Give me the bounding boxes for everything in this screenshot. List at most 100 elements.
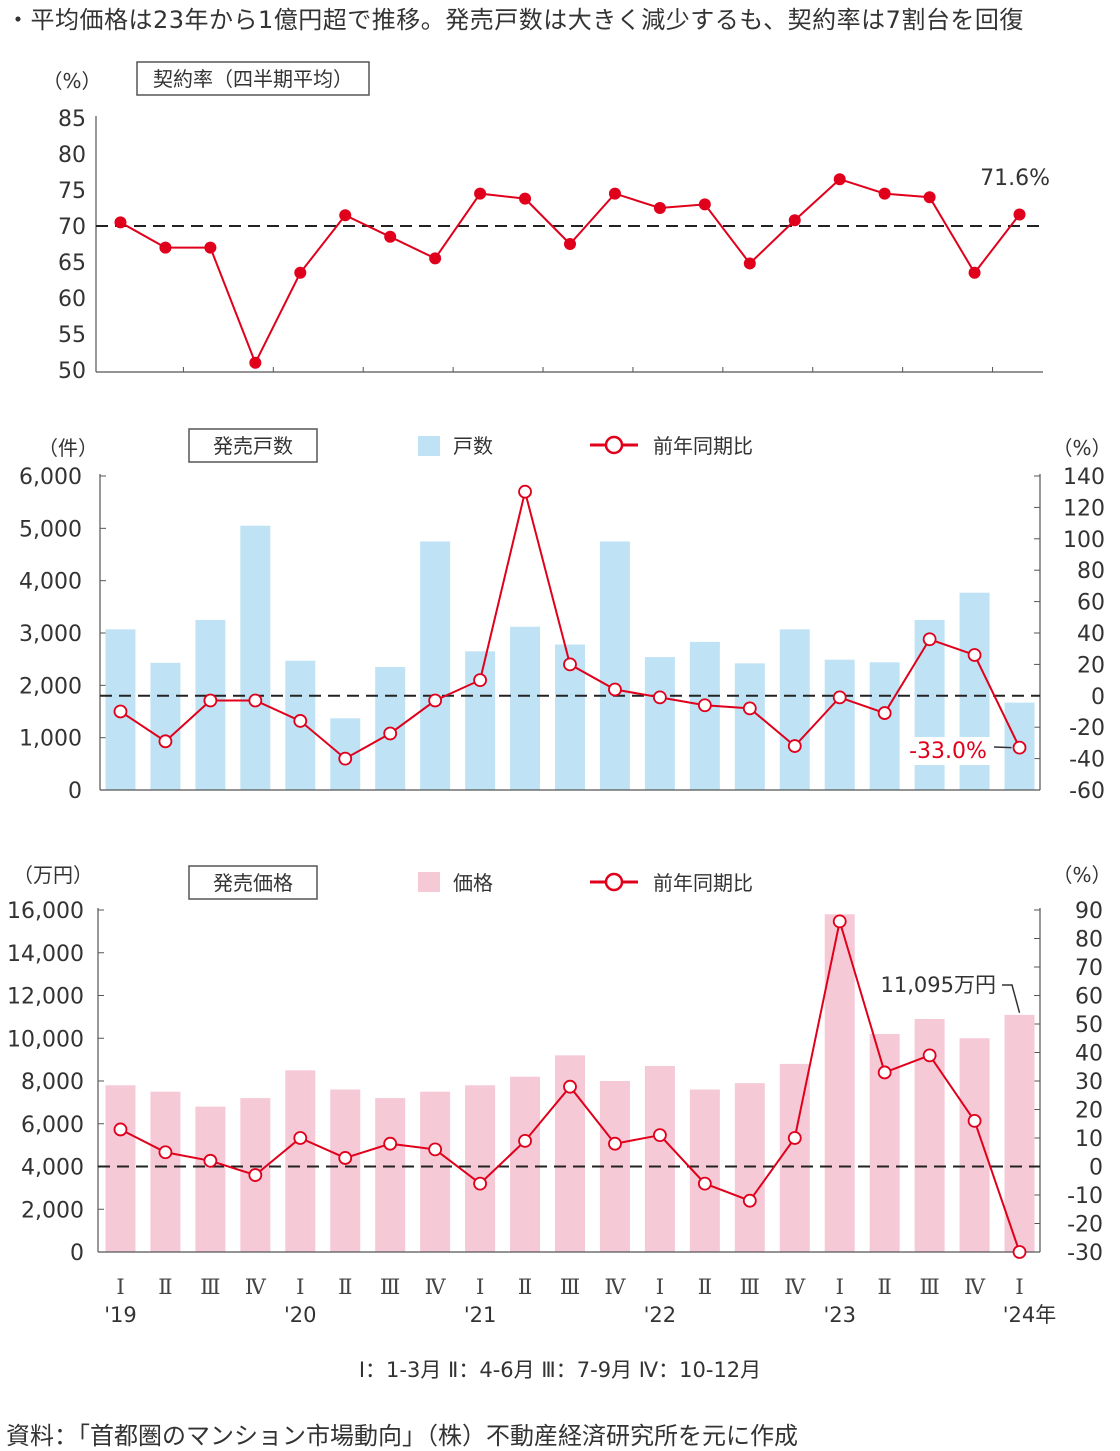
y2-tick-label: -60: [1069, 779, 1105, 804]
y-tick-label: 0: [70, 1241, 84, 1266]
units-bar: [779, 629, 810, 790]
price-bar: [375, 1098, 406, 1252]
yoy-point: [248, 1168, 263, 1182]
x-tick-label-quarter: Ⅲ: [380, 1275, 400, 1299]
yoy-point: [967, 648, 982, 662]
contract-rate-point: [384, 230, 397, 243]
contract-rate-point: [833, 173, 846, 186]
title-box: [136, 61, 370, 96]
price-bar: [285, 1070, 316, 1252]
yoy-point: [832, 914, 847, 929]
yoy-point: [113, 704, 128, 719]
last-value-annotation: 71.6%: [980, 166, 1050, 191]
legend-line-marker: [604, 872, 624, 892]
units-bar: [734, 663, 765, 790]
price-bar: [959, 1038, 990, 1252]
price-bar: [420, 1091, 451, 1252]
price-bar: [644, 1066, 675, 1252]
legend-line-marker: [604, 435, 624, 455]
y2-tick-label: 30: [1075, 1070, 1103, 1095]
y2-tick-label: -30: [1067, 1241, 1103, 1266]
contract-rate-point: [294, 266, 307, 279]
x-tick-label-quarter: Ⅳ: [964, 1275, 986, 1299]
contract-rate-point: [788, 214, 801, 227]
y-tick-label: 70: [58, 215, 86, 240]
y-axis-unit-label: （万円）: [13, 863, 93, 887]
contract-rate-point: [114, 216, 127, 229]
x-tick-label-quarter: Ⅲ: [919, 1275, 939, 1299]
units-bar: [644, 657, 675, 790]
x-tick-label-year: '23: [823, 1303, 856, 1327]
y-axis-unit-label: （件）: [38, 436, 98, 460]
legend-bar-swatch: [418, 872, 440, 892]
last-value-annotation: -33.0%: [909, 739, 987, 764]
x-tick-label-quarter: Ⅳ: [604, 1275, 626, 1299]
contract-rate-point: [429, 252, 442, 265]
price-chart: （万円） （%） 発売価格 価格 前年同期比 0 2,000 4,000 6,000 8,000 1…: [7, 863, 1111, 1266]
y2-tick-label: 40: [1077, 622, 1105, 647]
y-tick-label: 85: [58, 107, 86, 132]
contract-rate-point: [743, 257, 756, 270]
price-bar: [779, 1063, 810, 1252]
chart-title: 契約率（四半期平均）: [153, 67, 353, 91]
y2-tick-label: 80: [1077, 559, 1105, 584]
yoy-point: [832, 690, 847, 705]
contract-rate-point: [698, 198, 711, 211]
y2-tick-label: 60: [1077, 591, 1105, 616]
y-tick-label: 2,000: [19, 674, 82, 699]
yoy-point: [383, 726, 398, 741]
contract-rate-point: [923, 191, 936, 204]
x-tick-label-quarter: Ⅳ: [784, 1275, 806, 1299]
price-bar: [465, 1085, 496, 1252]
yoy-point: [787, 739, 802, 753]
yoy-point: [742, 701, 757, 716]
yoy-point: [922, 632, 937, 647]
price-bar: [150, 1091, 181, 1252]
x-tick-label-quarter: Ⅲ: [200, 1275, 220, 1299]
units-bar: [824, 659, 855, 790]
y2-tick-label: 90: [1075, 899, 1103, 924]
y-tick-label: 10,000: [7, 1027, 84, 1052]
y-tick-label: 1,000: [19, 727, 82, 752]
yoy-point: [653, 690, 667, 705]
contract-rate-point: [204, 241, 217, 254]
y-axis-unit-label: （%）: [42, 69, 101, 93]
x-tick-label-quarter: Ⅰ: [296, 1275, 304, 1299]
yoy-point: [203, 693, 218, 708]
yoy-point: [877, 1065, 892, 1080]
contract-rate-chart: （%） 契約率（四半期平均） 50 55 60 65 70 75 80 85 71.6%: [42, 61, 1050, 384]
legend-line-label: 前年同期比: [653, 434, 753, 458]
contract-rate-point: [878, 187, 891, 200]
y-tick-label: 75: [58, 179, 86, 204]
y-tick-label: 55: [58, 323, 86, 348]
price-bar: [510, 1076, 541, 1252]
y-tick-label: 5,000: [19, 517, 82, 542]
price-bar: [689, 1089, 720, 1252]
x-tick-label-year: '19: [104, 1303, 137, 1327]
y2-tick-label: 120: [1063, 496, 1105, 521]
price-bar: [195, 1106, 226, 1252]
price-bar: [824, 914, 855, 1252]
annotation-leader: [993, 746, 1012, 749]
x-tick-label-quarter: Ⅱ: [698, 1275, 712, 1299]
y-tick-label: 6,000: [21, 1113, 84, 1138]
price-bar: [1004, 1014, 1035, 1252]
contract-rate-point: [968, 266, 981, 279]
units-bar: [869, 662, 900, 790]
annotation-leader: [1002, 984, 1021, 1014]
quarter-note: Ⅰ：1-3月 Ⅱ：4-6月 Ⅲ：7-9月 Ⅳ：10-12月: [358, 1358, 762, 1382]
contract-rate-point: [339, 209, 352, 222]
units-bar: [420, 541, 451, 790]
x-tick-label-quarter: Ⅱ: [338, 1275, 352, 1299]
y2-tick-label: 20: [1077, 653, 1105, 678]
source-note: 資料：「首都圏のマンション市場動向」（株）不動産経済研究所を元に作成: [6, 1422, 798, 1450]
units-bar: [599, 541, 630, 790]
y-tick-label: 12,000: [7, 985, 84, 1010]
x-tick-label-year: '20: [284, 1303, 317, 1327]
y-tick-label: 80: [58, 143, 86, 168]
yoy-point: [473, 673, 487, 687]
x-tick-label-year: '21: [464, 1303, 497, 1327]
y-tick-label: 14,000: [7, 942, 84, 967]
units-chart: （件） （%） 発売戸数 戸数 前年同期比 0 1,000 2,000 3,000 4,000 5,…: [19, 428, 1112, 804]
